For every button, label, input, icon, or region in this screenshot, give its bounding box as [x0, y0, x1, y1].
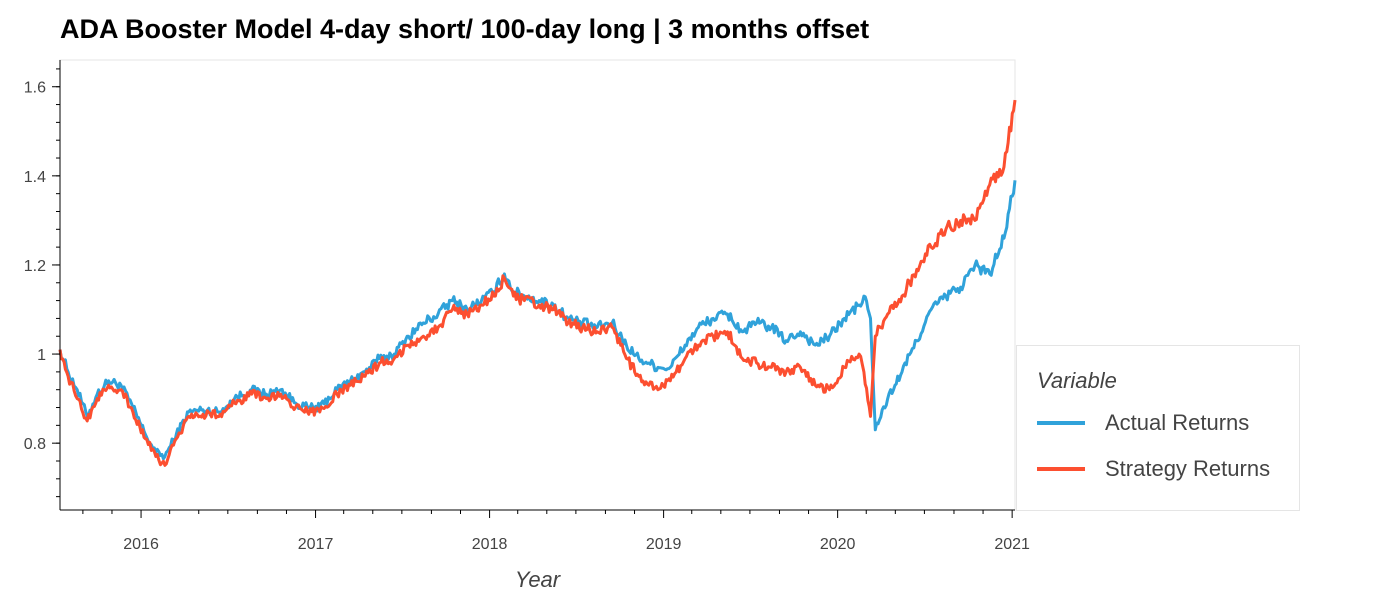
x-tick-label: 2019: [646, 536, 682, 553]
legend-swatch-actual-returns: [1037, 421, 1085, 425]
legend-item-strategy-returns[interactable]: Strategy Returns: [1037, 454, 1270, 484]
x-tick-label: 2016: [123, 536, 159, 553]
legend-swatch-strategy-returns: [1037, 467, 1085, 471]
axes-layer: 0.8 1 1.2 1.4 1.6 2016 2017 2018 2019 2020 2021: [24, 60, 1030, 553]
y-tick-label: 1.2: [24, 258, 46, 275]
y-tick-label: 1: [37, 347, 46, 364]
y-tick-label: 1.6: [24, 80, 46, 97]
y-tick-label: 1.4: [24, 169, 46, 186]
series-layer: [58, 99, 1017, 467]
x-axis-label: Year: [515, 567, 562, 592]
x-tick-label: 2020: [820, 536, 856, 553]
legend-label-actual-returns: Actual Returns: [1105, 410, 1250, 435]
legend-label-strategy-returns: Strategy Returns: [1105, 456, 1271, 481]
legend: Variable Actual Returns Strategy Returns: [1016, 345, 1300, 511]
plot-area: [59, 59, 1016, 511]
chart-title: ADA Booster Model 4-day short/ 100-day l…: [60, 14, 870, 44]
x-tick-label: 2021: [994, 536, 1030, 553]
x-tick-label: 2018: [472, 536, 508, 553]
x-tick-label: 2017: [298, 536, 334, 553]
legend-item-actual-returns[interactable]: Actual Returns: [1037, 408, 1249, 438]
legend-title: Variable: [1037, 368, 1117, 393]
series-line-actual-returns: [58, 180, 1017, 461]
series-line-strategy-returns: [58, 99, 1017, 467]
y-tick-label: 0.8: [24, 436, 46, 453]
